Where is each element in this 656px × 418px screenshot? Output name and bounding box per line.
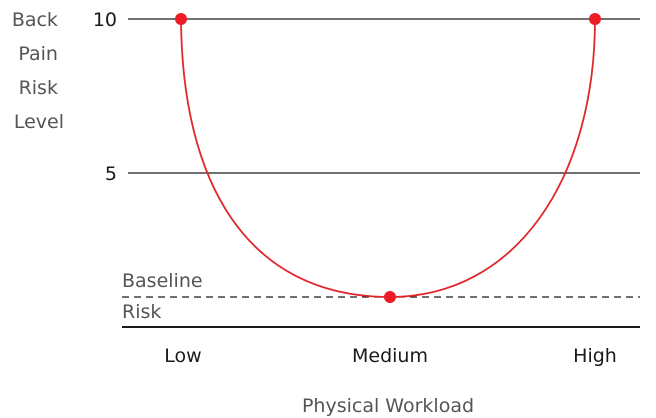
y-axis-title-line-4: Level <box>14 111 64 133</box>
baseline-label: Baseline Risk <box>122 270 209 323</box>
x-axis-title: Physical Workload <box>302 395 474 417</box>
data-point-high <box>589 13 601 25</box>
y-tick-label-5: 5 <box>105 163 117 185</box>
y-tick-label-10: 10 <box>93 9 117 31</box>
risk-curve <box>180 18 596 298</box>
y-axis-title-line-3: Risk <box>19 77 58 99</box>
x-tick-label-low: Low <box>164 345 201 367</box>
data-point-low <box>175 13 187 25</box>
y-axis-title-line-2: Pain <box>18 43 58 65</box>
data-point-medium <box>384 291 396 303</box>
y-axis-title-line-1: Back <box>12 9 58 31</box>
baseline-label-line-1: Baseline <box>122 270 203 292</box>
x-tick-label-high: High <box>573 345 617 367</box>
baseline-label-line-2: Risk <box>122 301 161 323</box>
y-axis-title: Back Pain Risk Level <box>12 9 64 133</box>
x-tick-label-medium: Medium <box>352 345 428 367</box>
